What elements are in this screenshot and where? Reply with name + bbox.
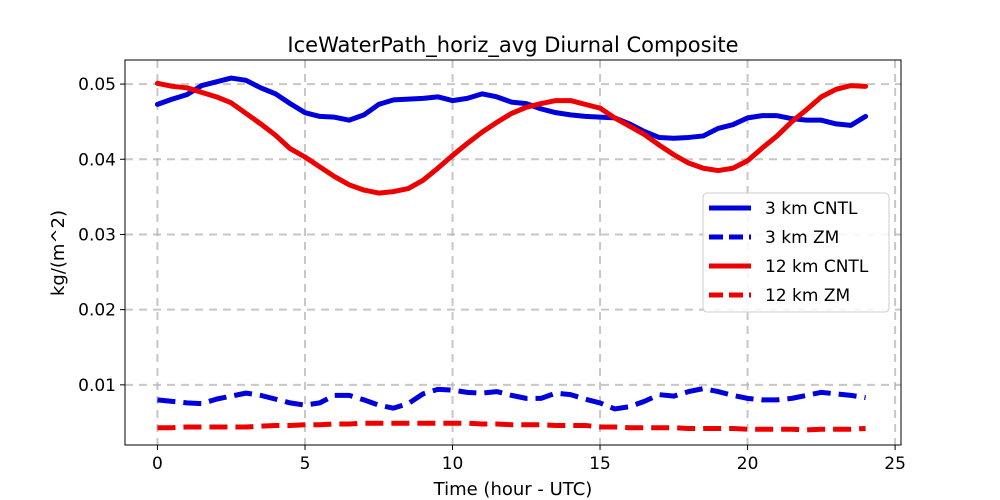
legend-box bbox=[702, 192, 890, 313]
x-axis-label: Time (hour - UTC) bbox=[433, 479, 593, 500]
y-tick-label: 0.03 bbox=[78, 225, 116, 245]
x-tick-label: 0 bbox=[152, 454, 163, 474]
plot-frame bbox=[124, 59, 902, 446]
y-tick-label: 0.02 bbox=[78, 301, 116, 321]
x-tick-label: 25 bbox=[884, 454, 906, 474]
legend-label-12-km-cntl: 12 km CNTL bbox=[765, 257, 869, 277]
x-tick-label: 15 bbox=[589, 454, 611, 474]
legend-label-12-km-zm: 12 km ZM bbox=[765, 286, 850, 306]
legend: 3 km CNTL 3 km ZM 12 km CNTL 12 km ZM bbox=[702, 192, 890, 313]
x-tick-label: 10 bbox=[442, 454, 464, 474]
x-tick-label: 5 bbox=[300, 454, 311, 474]
legend-label-3-km-zm: 3 km ZM bbox=[765, 228, 839, 248]
y-axis-label: kg/(m^2) bbox=[48, 210, 69, 296]
y-tick-label: 0.01 bbox=[78, 376, 116, 396]
chart-title: IceWaterPath_horiz_avg Diurnal Composite bbox=[287, 33, 738, 58]
x-tick-label: 20 bbox=[737, 454, 759, 474]
series-line-3-km-cntl bbox=[154, 75, 869, 141]
series-line-12-km-zm bbox=[157, 420, 866, 433]
x-axis-ticks: 0 5 10 15 20 25 bbox=[152, 445, 906, 474]
series-line-3-km-zm bbox=[157, 386, 866, 412]
series-line-12-km-cntl bbox=[154, 80, 869, 196]
y-axis-ticks: 0.01 0.02 0.03 0.04 0.05 bbox=[78, 75, 125, 396]
y-tick-label: 0.05 bbox=[78, 75, 116, 95]
legend-label-3-km-cntl: 3 km CNTL bbox=[765, 199, 858, 219]
y-tick-label: 0.04 bbox=[78, 150, 116, 170]
plot-series bbox=[154, 75, 869, 433]
